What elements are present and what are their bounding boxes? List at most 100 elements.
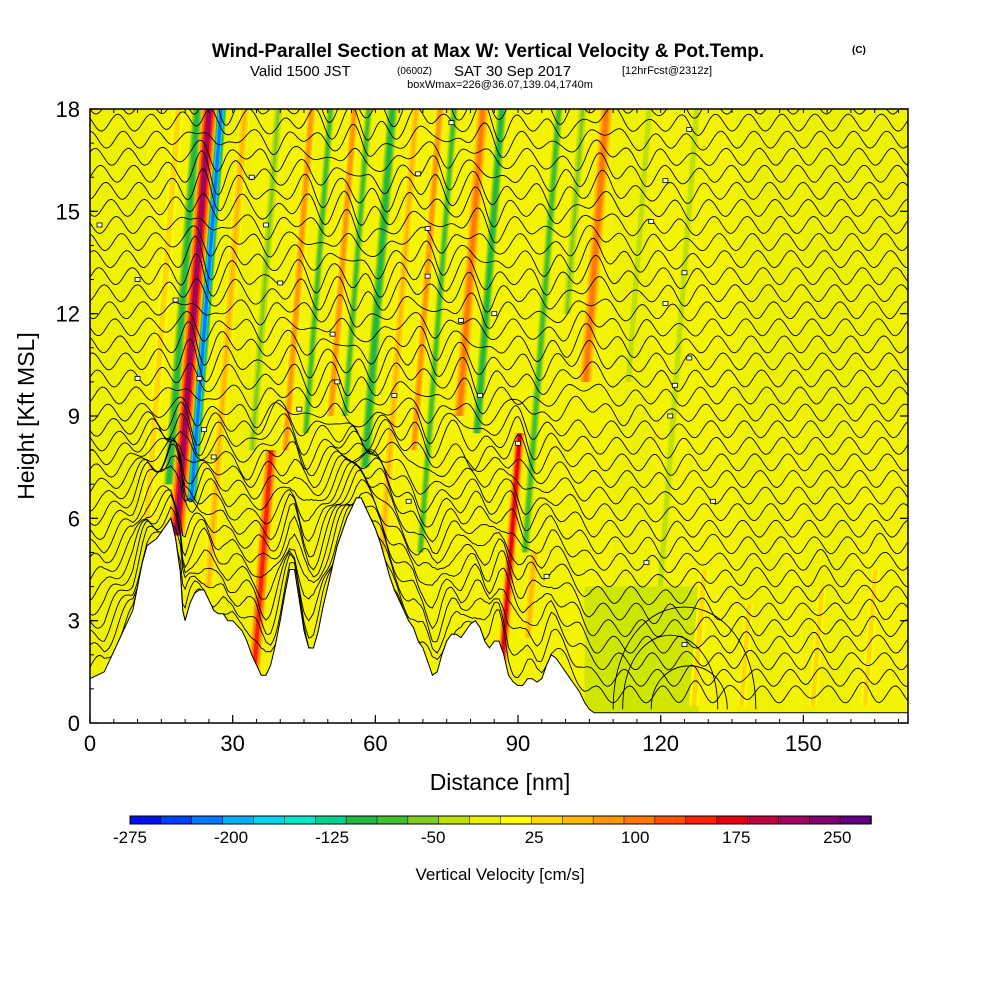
x-tick-label: 0 — [84, 731, 96, 756]
colorbar-swatch — [345, 815, 378, 825]
downdraft-core — [363, 109, 395, 468]
colorbar-swatch — [592, 815, 625, 825]
colorbar-swatch — [500, 815, 533, 825]
updraft-core — [863, 569, 877, 706]
updraft-core — [457, 109, 485, 416]
x-tick-label: 30 — [220, 731, 244, 756]
colorbar-swatch — [469, 815, 502, 825]
isentrope-contours — [90, 109, 908, 710]
contour-label — [296, 406, 303, 412]
isentrope-line — [90, 207, 908, 244]
colorbar-swatch — [685, 815, 718, 825]
isentrope-line — [90, 310, 908, 344]
colorbar-tick-label: 25 — [525, 828, 544, 847]
contour-label — [448, 120, 455, 126]
updraft-core — [412, 109, 442, 451]
updraft-core — [380, 109, 418, 553]
updraft-core — [583, 109, 609, 382]
colorbar-tick-label: 175 — [722, 828, 750, 847]
colorbar-swatch — [376, 815, 409, 825]
subtitle-box: boxWmax=226@36.07,139.04,1740m — [407, 79, 593, 91]
isentrope-line — [90, 395, 908, 429]
colorbar-swatch — [222, 815, 255, 825]
x-tick-label: 150 — [785, 731, 822, 756]
isentrope-line — [90, 455, 908, 559]
y-axis-label: Height [Kft MSL] — [13, 332, 39, 499]
contour-label — [415, 171, 422, 177]
colorbar-tick-label: 100 — [621, 828, 649, 847]
contour-label — [477, 393, 483, 398]
x-axis-label: Distance [nm] — [430, 769, 571, 795]
y-tick-label: 18 — [56, 97, 80, 122]
y-tick-label: 0 — [68, 711, 80, 736]
x-tick-label: 60 — [363, 731, 387, 756]
colorbar-tick-label: -275 — [113, 828, 147, 847]
isentrope-bowl — [650, 665, 728, 710]
colorbar-swatch — [407, 815, 440, 825]
contour-label — [134, 277, 141, 282]
contour-label — [329, 331, 336, 337]
downdraft-core — [475, 109, 504, 434]
contour-label — [210, 454, 217, 460]
updraft-core — [811, 586, 824, 706]
contour-label — [196, 376, 203, 381]
chart-title: Wind-Parallel Section at Max W: Vertical… — [212, 41, 764, 62]
colorbar-swatch — [160, 815, 193, 825]
downdraft-core — [189, 109, 223, 502]
contour-label — [201, 427, 208, 433]
colorbar-swatch — [654, 815, 687, 825]
contour-label — [263, 222, 269, 228]
colorbar-tick-label: -125 — [315, 828, 349, 847]
isentrope-line — [90, 443, 908, 542]
y-tick-label: 15 — [56, 199, 80, 224]
isentrope-line — [90, 321, 908, 366]
updraft-core — [174, 109, 212, 536]
contour-label — [543, 573, 550, 579]
contour-label — [405, 498, 412, 504]
isentrope-line — [90, 235, 908, 281]
contour-label — [334, 379, 341, 385]
contour-label — [458, 318, 464, 323]
x-tick-label: 120 — [642, 731, 679, 756]
updraft-core — [145, 109, 181, 519]
contour-label — [681, 642, 688, 647]
isentrope-line — [90, 377, 908, 415]
colorbar-swatch — [253, 815, 286, 825]
colorbar-tick-label: -50 — [421, 828, 446, 847]
colorbar-frame — [129, 815, 872, 825]
contour-label — [710, 498, 716, 504]
isentrope-line — [90, 497, 908, 671]
isentrope-line — [90, 436, 908, 505]
isentrope-line — [90, 399, 908, 446]
downdraft-core — [626, 109, 651, 382]
isentrope-bowl — [612, 606, 757, 710]
colorbar-tick-label: 250 — [823, 828, 851, 847]
colorbar-swatch — [129, 815, 162, 825]
contour-label — [667, 413, 674, 419]
isentrope-line — [90, 292, 908, 330]
contour-label — [662, 178, 669, 184]
contour-label — [662, 301, 669, 306]
isentrope-bowl — [622, 634, 719, 710]
colorbar-swatch — [531, 815, 563, 825]
subtitle-line: Valid 1500 JST (0600Z) SAT 30 Sep 2017 [… — [250, 63, 712, 80]
isentrope-line — [90, 438, 908, 491]
contour-label — [424, 225, 431, 231]
downdraft-core — [523, 109, 561, 553]
x-tick-label: 90 — [506, 731, 530, 756]
isentrope-line — [90, 427, 908, 476]
isentrope-line — [90, 271, 908, 313]
contour-label — [686, 127, 693, 132]
contour-label — [643, 560, 650, 566]
colorbar-swatch — [747, 815, 780, 825]
isentrope-line — [90, 168, 908, 213]
updraft-core — [329, 109, 357, 416]
updraft-core — [692, 569, 706, 706]
contour-labels — [96, 120, 716, 647]
isentrope-line — [90, 439, 908, 523]
colorbar-swatch — [284, 815, 316, 825]
contour-label — [424, 273, 431, 279]
downdraft-core — [418, 109, 456, 553]
colorbar-swatch — [438, 815, 471, 825]
